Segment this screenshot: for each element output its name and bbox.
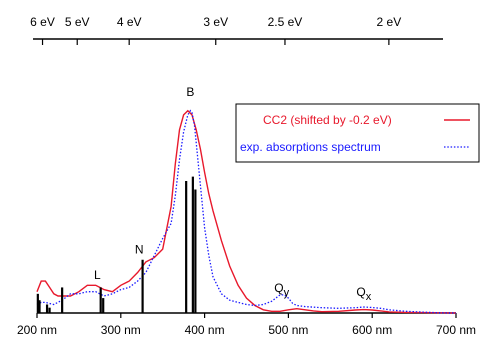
peak-label: B [186,85,194,99]
top-tick-label: 3 eV [203,15,228,29]
top-tick-label: 4 eV [117,15,142,29]
legend-box [235,103,480,163]
peak-label: N [135,243,144,257]
legend-label-exp: exp. absorptions spectrum [240,140,381,154]
bottom-tick-label: 500 nm [268,323,308,337]
top-tick-label: 6 eV [30,15,55,29]
bottom-tick-label: 700 nm [436,323,476,337]
series-line-cc2 [36,109,457,314]
legend: CC2 (shifted by -0.2 eV) exp. absorption… [235,103,480,163]
bottom-tick-label: 300 nm [101,323,141,337]
top-tick-label: 5 eV [65,15,90,29]
bottom-axis: 200 nm 300 nm 400 nm 500 nm 600 nm 700 nm [17,312,476,337]
peak-label: Qy [274,281,289,299]
top-axis: 6 eV 5 eV 4 eV 3 eV 2.5 eV 2 eV [30,15,443,45]
bottom-tick-label: 400 nm [185,323,225,337]
bottom-tick-label: 200 nm [17,323,57,337]
peak-label: Qx [356,285,371,303]
plot-series [36,109,457,314]
stick-spectrum [36,176,197,313]
series-line-exp [36,109,457,314]
top-tick-label: 2 eV [377,15,402,29]
top-tick-label: 2.5 eV [268,15,303,29]
peak-label: L [94,268,101,282]
legend-label-cc2: CC2 (shifted by -0.2 eV) [263,113,392,127]
bottom-tick-label: 600 nm [352,323,392,337]
